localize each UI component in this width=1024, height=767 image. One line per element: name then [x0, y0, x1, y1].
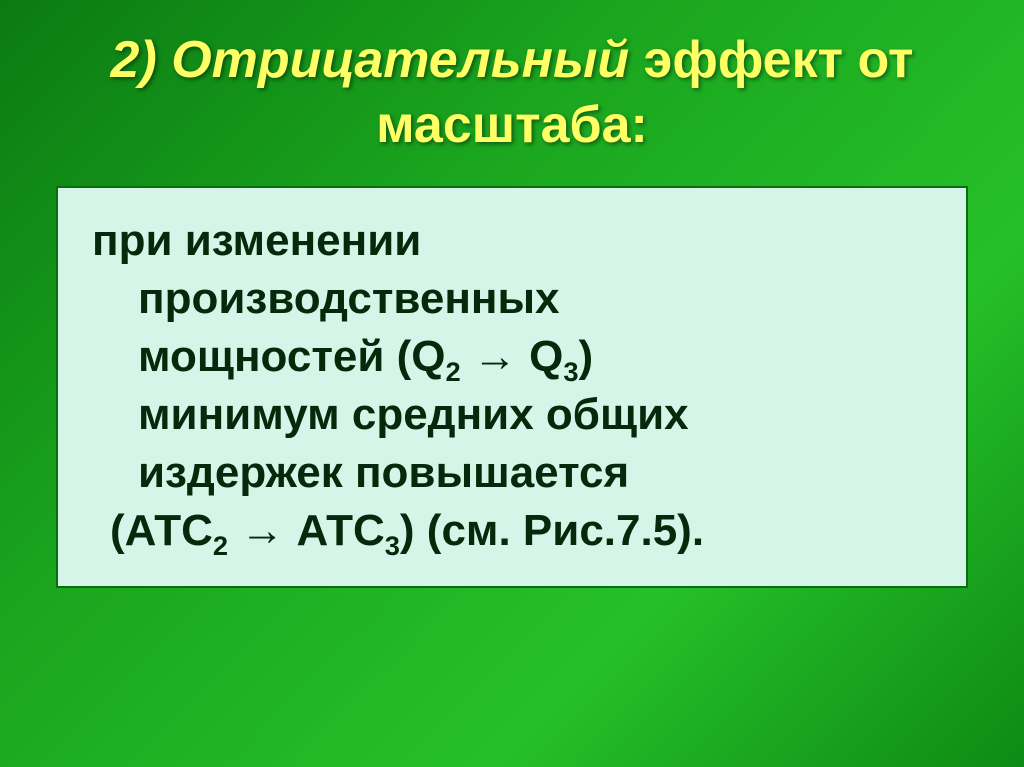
q3-sub: 3 [563, 356, 578, 387]
q2-sub: 2 [445, 356, 460, 387]
body-line3b: ) [579, 332, 594, 381]
body-line5: издержек повышается [138, 448, 629, 497]
arrow1: → [461, 332, 529, 381]
body-line6b: ) (см. Рис.7.5). [400, 506, 704, 555]
body-line4: минимум средних общих [138, 390, 689, 439]
body-line1: при изменении [92, 216, 421, 265]
slide: 2) Отрицательный эффект от масштаба: при… [0, 0, 1024, 767]
arrow2: → АТС [228, 506, 385, 555]
atc2-sub: 2 [213, 530, 228, 561]
title-prefix: 2) Отрицательный [111, 31, 630, 89]
slide-title: 2) Отрицательный эффект от масштаба: [0, 0, 1024, 166]
q3-prefix: Q [529, 332, 563, 381]
body-text: при изменении производственных мощностей… [92, 212, 932, 560]
atc3-sub: 3 [385, 530, 400, 561]
body-line2: производственных [138, 274, 560, 323]
body-line6a: (АТС [110, 506, 213, 555]
content-box: при изменении производственных мощностей… [56, 186, 968, 588]
body-line3a: мощностей (Q [138, 332, 445, 381]
